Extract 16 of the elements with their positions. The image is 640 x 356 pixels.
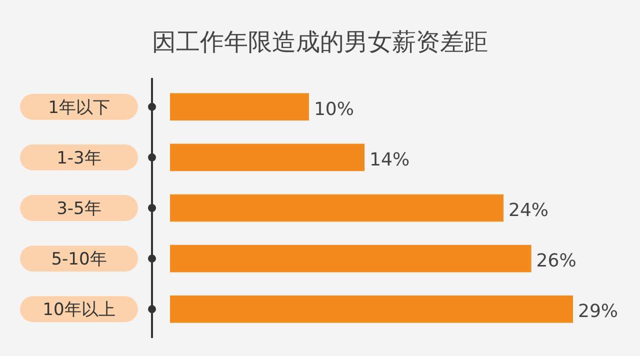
- data-label: 26%: [536, 250, 576, 272]
- y-tick-label: 1-3年: [56, 148, 102, 168]
- y-tick-label: 1年以下: [48, 98, 110, 118]
- data-label: 10%: [314, 98, 354, 120]
- data-label: 24%: [508, 200, 549, 221]
- chart-title: 因工作年限造成的男女薪资差距: [152, 28, 488, 56]
- y-tick-label: 5-10年: [51, 250, 107, 270]
- bar: [170, 244, 532, 272]
- bar: [170, 296, 573, 323]
- data-label: 14%: [370, 149, 410, 170]
- bar: [170, 93, 309, 120]
- bar: [170, 194, 504, 222]
- y-tick-label: 3-5年: [56, 199, 102, 219]
- y-tick-label: 10年以上: [42, 300, 116, 320]
- data-label: 29%: [578, 301, 618, 322]
- bar: [170, 144, 365, 172]
